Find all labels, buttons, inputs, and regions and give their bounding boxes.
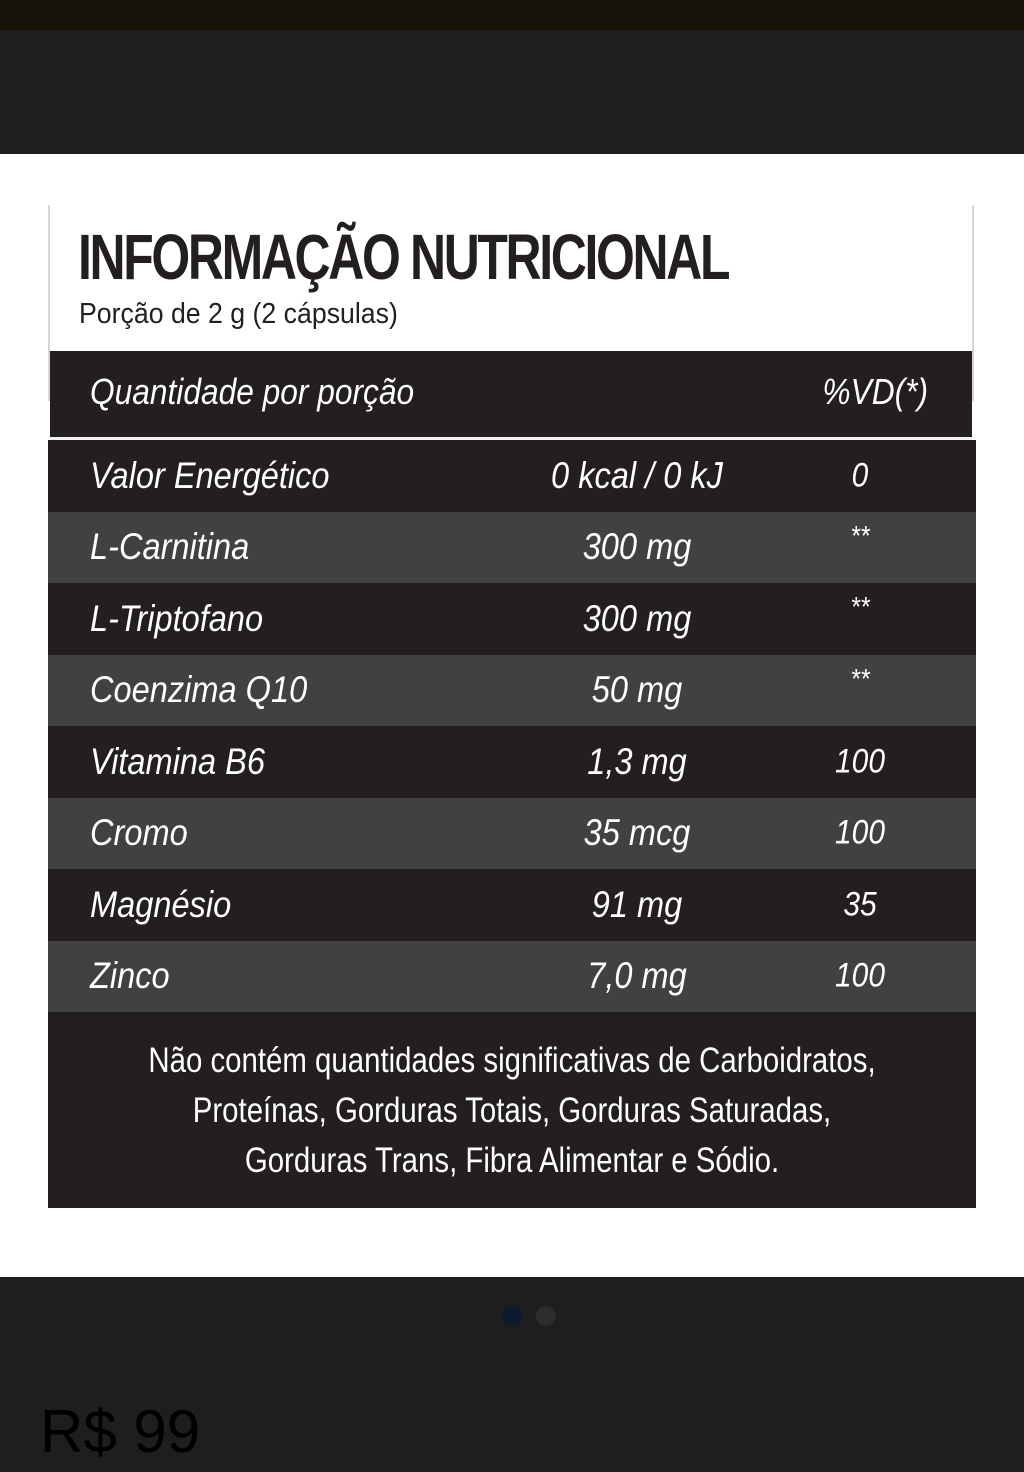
carousel-dot[interactable] <box>536 1306 556 1326</box>
table-row: L-Triptofano 300 mg ** <box>48 583 976 655</box>
status-strip <box>0 0 1024 30</box>
nutrient-amount: 300 mg <box>582 526 692 568</box>
nutrition-label: INFORMAÇÃO NUTRICIONAL Porção de 2 g (2 … <box>48 205 976 1221</box>
nutrient-name: Cromo <box>90 812 188 854</box>
label-title: INFORMAÇÃO NUTRICIONAL <box>78 221 730 293</box>
nutrient-amount: 91 mg <box>591 883 683 925</box>
nutrient-amount: 7,0 mg <box>587 955 687 997</box>
nutrient-name: Coenzima Q10 <box>90 669 308 711</box>
quantity-per-serving-label: Quantidade por porção <box>90 371 415 412</box>
table-row: Vitamina B6 1,3 mg 100 <box>48 726 976 798</box>
serving-size: Porção de 2 g (2 cápsulas) <box>79 298 398 330</box>
nutrient-daily-value: 35 <box>843 885 877 924</box>
table-row: Coenzima Q10 50 mg ** <box>48 654 976 726</box>
nutrient-daily-value: 100 <box>835 742 885 781</box>
nutrient-daily-value: ** <box>850 662 870 694</box>
table-row: Magnésio 91 mg 35 <box>48 869 976 941</box>
carousel-dot-active[interactable] <box>502 1306 522 1326</box>
nutrient-table: Valor Energético 0 kcal / 0 kJ 0 L-Carni… <box>48 440 976 1208</box>
nutrient-name: Magnésio <box>90 883 232 925</box>
nutrient-daily-value: ** <box>850 591 870 623</box>
column-header: Quantidade por porção %VD(*) <box>50 351 972 440</box>
header-bar <box>0 30 1024 154</box>
nutrient-amount: 35 mcg <box>583 812 691 854</box>
nutrient-amount: 0 kcal / 0 kJ <box>551 454 723 496</box>
nutrient-name: L-Triptofano <box>90 597 264 639</box>
nutrient-amount: 300 mg <box>582 597 692 639</box>
nutrient-name: Valor Energético <box>90 454 330 496</box>
nutrient-name: L-Carnitina <box>90 526 250 568</box>
nutrient-name: Vitamina B6 <box>90 740 265 782</box>
daily-value-label: %VD(*) <box>822 371 928 412</box>
nutrient-daily-value: 100 <box>835 813 885 852</box>
footnote-text: Não contém quantidades significativas de… <box>148 1041 876 1180</box>
product-price: R$ 99 <box>40 1398 201 1465</box>
nutrient-daily-value: 0 <box>851 456 869 495</box>
table-row: Cromo 35 mcg 100 <box>48 797 976 869</box>
nutrient-amount: 1,3 mg <box>587 740 687 782</box>
label-footnote: Não contém quantidades significativas de… <box>48 1012 976 1208</box>
nutrient-amount: 50 mg <box>591 669 683 711</box>
nutrient-name: Zinco <box>90 955 170 997</box>
nutrient-daily-value: 100 <box>835 956 885 995</box>
table-row: Zinco 7,0 mg 100 <box>48 940 976 1012</box>
table-row: L-Carnitina 300 mg ** <box>48 511 976 583</box>
nutrient-daily-value: ** <box>850 519 870 551</box>
table-row: Valor Energético 0 kcal / 0 kJ 0 <box>48 440 976 512</box>
product-image[interactable]: INFORMAÇÃO NUTRICIONAL Porção de 2 g (2 … <box>0 154 1024 1277</box>
